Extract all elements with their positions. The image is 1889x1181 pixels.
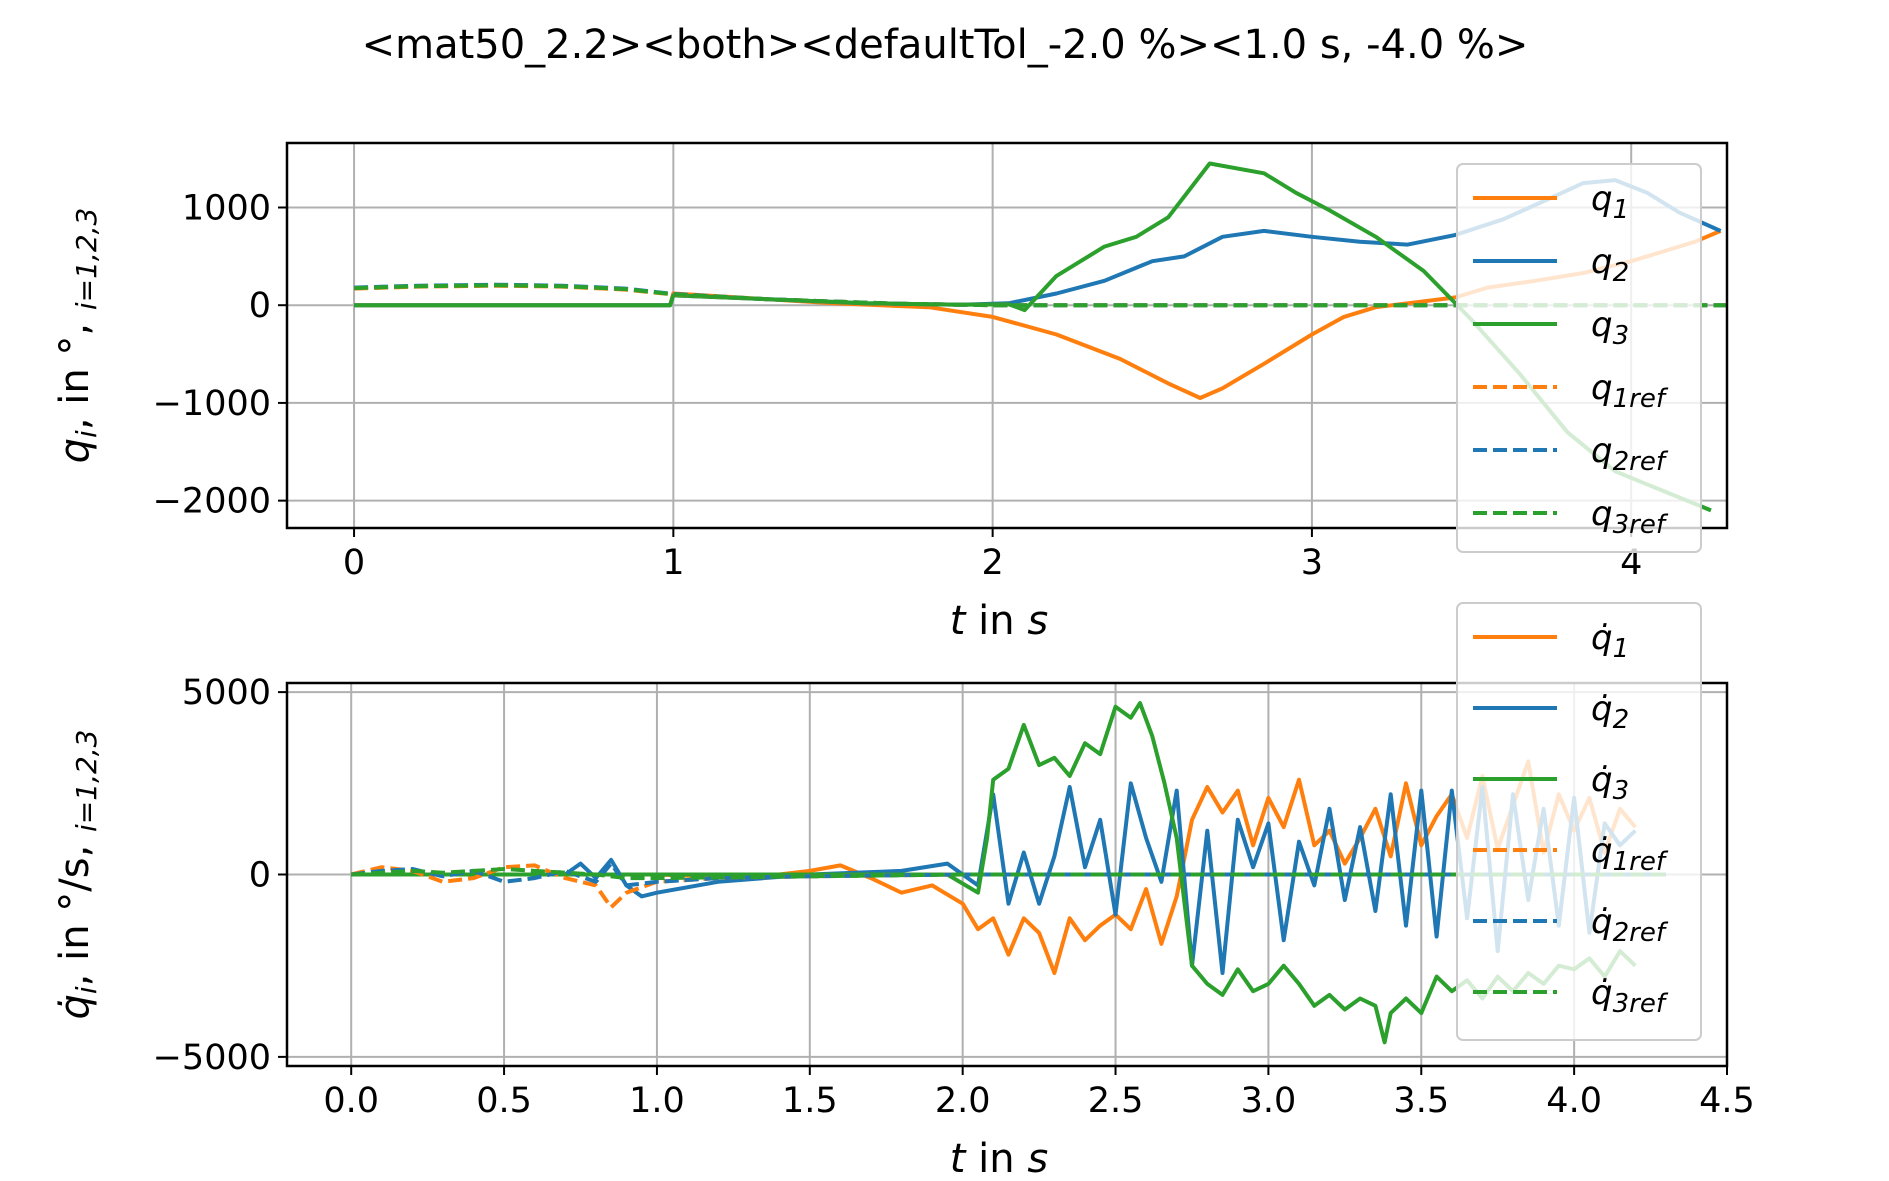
x-tick-label: 3 — [1301, 543, 1323, 583]
y-tick-label: 5000 — [182, 673, 271, 713]
legend-frame — [1456, 163, 1702, 553]
legend-label: q3 — [1591, 305, 1629, 351]
x-tick-label: 0.5 — [476, 1081, 532, 1121]
x-tick-label: 0.0 — [323, 1081, 379, 1121]
y-tick-label: −1000 — [153, 384, 271, 424]
x-tick-label: 2.5 — [1088, 1081, 1144, 1121]
y-axis-label: q̇i, in °/s, i=1,2,3 — [52, 729, 103, 1019]
y-tick-label: −5000 — [153, 1038, 271, 1078]
legend-label: q̇1 — [1591, 618, 1629, 664]
x-tick-label: 3.5 — [1393, 1081, 1449, 1121]
legend: q̇1 q̇2 q̇3 q̇1ref q̇2ref q̇3ref — [1456, 602, 1702, 1041]
series-line-q̇2 — [351, 781, 1637, 975]
x-tick-label: 1.5 — [782, 1081, 838, 1121]
legend-label: q1ref — [1591, 368, 1669, 414]
legend-label: q1 — [1591, 179, 1629, 225]
x-tick-label: 0 — [343, 543, 365, 583]
legend: q1 q2 q3 q1ref q2ref q3ref — [1456, 163, 1702, 553]
legend-frame — [1456, 602, 1702, 1041]
x-axis-label: t in s — [950, 598, 1048, 644]
x-tick-label: 3.0 — [1241, 1081, 1297, 1121]
y-tick-label: 0 — [249, 286, 271, 326]
y-tick-label: 0 — [249, 856, 271, 896]
x-tick-label: 2 — [981, 543, 1003, 583]
plot-frame — [285, 141, 1729, 530]
series-line-q3ref — [354, 283, 1727, 308]
legend-label: q̇1ref — [1591, 831, 1669, 877]
legend-label: q̇3 — [1591, 760, 1629, 806]
x-tick-label: 1 — [662, 543, 684, 583]
y-axis-label: qi, in °, i=1,2,3 — [52, 208, 103, 464]
x-tick-label: 4.0 — [1546, 1081, 1602, 1121]
legend-label: q2 — [1591, 242, 1629, 288]
y-tick-label: 1000 — [182, 188, 271, 228]
y-tick-label: −2000 — [153, 482, 271, 522]
x-tick-label: 2.0 — [935, 1081, 991, 1121]
legend-label: q3ref — [1591, 494, 1669, 540]
legend-label: q2ref — [1591, 431, 1669, 477]
legend-label: q̇2ref — [1591, 902, 1669, 948]
series-line-q̇3ref — [351, 867, 1666, 881]
x-tick-label: 1.0 — [629, 1081, 685, 1121]
x-axis-label: t in s — [950, 1136, 1048, 1181]
legend-label: q̇3ref — [1591, 973, 1669, 1019]
chart-joint-velocities: 0.0 0.5 1.0 1.5 2.0 2.5 3.0 3.5 4.0 4.5 5000 0 −5000… — [52, 602, 1755, 1181]
legend-label: q̇2 — [1591, 689, 1629, 735]
x-tick-label: 4.5 — [1699, 1081, 1755, 1121]
figure-title: <mat50_2.2><both><defaultTol_-2.0 %><1.0… — [362, 22, 1529, 68]
